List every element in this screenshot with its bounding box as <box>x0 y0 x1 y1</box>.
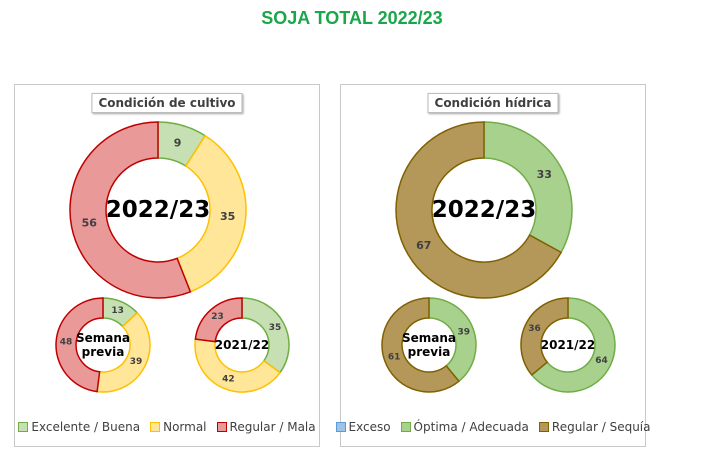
water-donut-2-value-label-3: 61 <box>388 353 401 363</box>
crop-donut-3-value-label-1: 35 <box>269 323 282 333</box>
crop-legend-item-3: Regular / Mala <box>216 420 316 434</box>
water-condition-title: Condición hídrica <box>427 93 559 113</box>
crop-donut-1-value-label-3: 56 <box>82 217 98 230</box>
water-donut-1-center-label: 2022/23 <box>432 197 536 223</box>
crop-donut-1-slice-3 <box>69 121 192 299</box>
crop-donut-3-center-label: 2021/22 <box>215 338 269 352</box>
water-donut-2-slice-2 <box>428 297 477 383</box>
crop-donut-2-slice-2 <box>96 311 151 393</box>
crop-condition-title: Condición de cultivo <box>91 93 243 113</box>
water-condition-panel: 33 67 2022/23 39 61 Semana previa 64 36 2021/22 C… <box>335 84 651 447</box>
water-legend-swatch-2 <box>400 422 411 432</box>
crop-donut-3-slice-1 <box>241 297 290 374</box>
crop-legend-label-3: Regular / Mala <box>229 420 316 434</box>
water-donut-1-slice-2 <box>483 121 573 254</box>
water-donut-3-center-label: 2021/22 <box>541 338 595 352</box>
crop-donut-2-slice-3 <box>55 297 104 393</box>
crop-legend-swatch-1 <box>18 422 29 432</box>
crop-legend-item-2: Normal <box>150 420 207 434</box>
water-legend-label-3: Regular / Sequía <box>551 420 651 434</box>
crop-condition-panel: 9 35 56 2022/23 13 39 48 Semana previa 35 42 23 2021… <box>14 84 320 447</box>
water-legend-label-2: Óptima / Adecuada <box>413 420 529 434</box>
water-donut-3-slice-3 <box>520 297 569 377</box>
crop-donut-3-value-label-2: 42 <box>222 374 235 384</box>
crop-donut-3-slice-3 <box>194 297 243 343</box>
crop-legend-label-2: Normal <box>163 420 207 434</box>
crop-donut-2-center-label: previa <box>82 345 125 359</box>
crop-donut-1-slice-2 <box>176 134 247 293</box>
crop-donut-1-center-label: 2022/23 <box>106 197 210 223</box>
water-donut-3-value-label-2: 64 <box>595 356 608 366</box>
water-legend-item-1: Exceso <box>335 420 391 434</box>
crop-condition-legend: Excelente / Buena Normal Regular / Mala <box>15 420 319 434</box>
water-donut-1-value-label-3: 67 <box>416 239 431 252</box>
water-donut-2-center-label: Semana <box>402 331 456 345</box>
crop-donut-1-value-label-1: 9 <box>174 136 182 149</box>
water-legend-swatch-1 <box>335 422 346 432</box>
water-legend-item-3: Regular / Sequía <box>538 420 651 434</box>
crop-donut-3-slice-2 <box>194 338 282 393</box>
water-condition-legend: Exceso Óptima / Adecuada Regular / Sequía <box>335 420 651 434</box>
water-legend-swatch-3 <box>538 422 549 432</box>
crop-legend-item-1: Excelente / Buena <box>18 420 140 434</box>
water-legend-label-1: Exceso <box>348 420 391 434</box>
water-donut-2-value-label-2: 39 <box>458 327 471 337</box>
water-donut-2-center-label: previa <box>408 345 451 359</box>
water-donut-1-slice-3 <box>395 121 563 299</box>
crop-donut-2-center-label: Semana <box>76 331 130 345</box>
crop-legend-swatch-2 <box>150 422 161 432</box>
water-donut-1-value-label-2: 33 <box>537 168 552 181</box>
water-legend-item-2: Óptima / Adecuada <box>400 420 529 434</box>
water-donut-3-slice-2 <box>530 297 616 393</box>
crop-donut-3-value-label-3: 23 <box>211 312 224 322</box>
water-donut-3-value-label-3: 36 <box>528 324 541 334</box>
crop-legend-label-1: Excelente / Buena <box>31 420 141 434</box>
crop-donut-1-value-label-2: 35 <box>220 210 235 223</box>
crop-donut-2-value-label-1: 13 <box>111 306 124 316</box>
crop-donut-2-value-label-2: 39 <box>130 357 143 367</box>
water-donut-2-slice-3 <box>381 297 461 393</box>
crop-donut-2-value-label-3: 48 <box>60 338 73 348</box>
crop-legend-swatch-3 <box>216 422 227 432</box>
page-title: SOJA TOTAL 2022/23 <box>261 8 443 28</box>
